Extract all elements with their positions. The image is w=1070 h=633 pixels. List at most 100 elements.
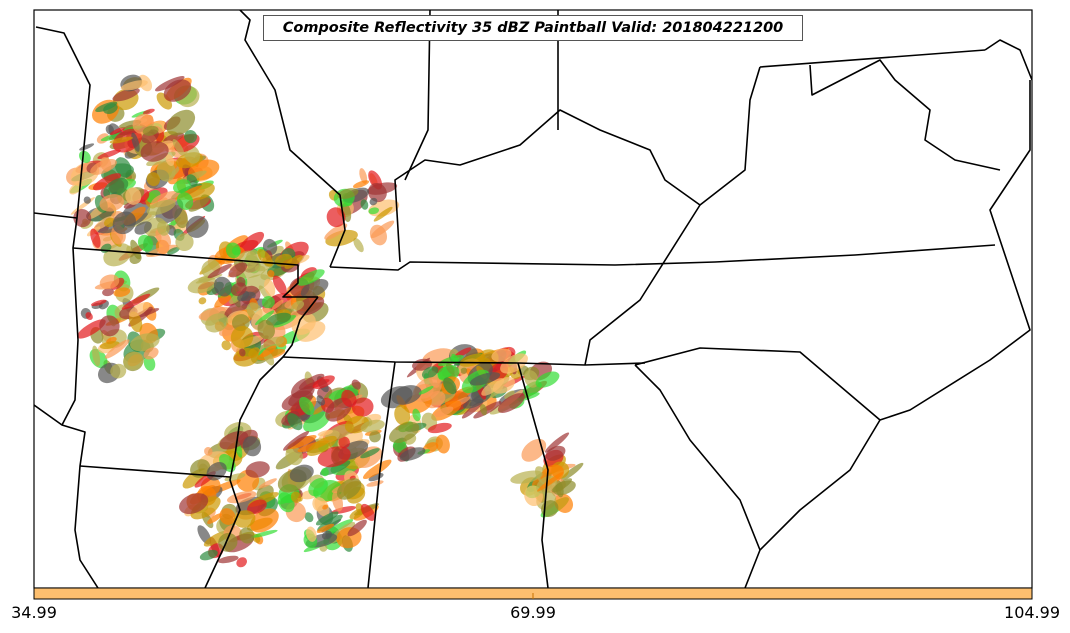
reflectivity-blob [271, 299, 284, 310]
reflectivity-blob [217, 555, 239, 564]
reflectivity-blob [156, 160, 176, 182]
reflectivity-blob [459, 353, 486, 367]
reflectivity-blob [287, 435, 317, 450]
reflectivity-blob [239, 527, 255, 544]
reflectivity-blob [204, 447, 213, 456]
reflectivity-blob [317, 429, 333, 437]
reflectivity-blob [112, 211, 136, 235]
reflectivity-blob [535, 371, 560, 388]
state-border-line [984, 39, 1032, 81]
reflectivity-blob [360, 199, 369, 210]
state-border-line [329, 244, 996, 271]
reflectivity-blob [394, 404, 411, 426]
reflectivity-blob [267, 269, 275, 278]
reflectivity-blob [427, 422, 452, 434]
reflectivity-blob [290, 300, 305, 312]
reflectivity-blob [97, 149, 121, 160]
reflectivity-blob [213, 276, 233, 297]
reflectivity-blob [205, 313, 229, 333]
reflectivity-blob [190, 496, 221, 520]
reflectivity-blob [284, 254, 303, 269]
reflectivity-blob [207, 513, 222, 524]
reflectivity-blob [92, 173, 122, 191]
reflectivity-blob [491, 348, 512, 362]
reflectivity-blob [262, 336, 285, 349]
reflectivity-blob [349, 508, 364, 520]
reflectivity-blob [166, 109, 196, 136]
reflectivity-blob [341, 389, 357, 408]
reflectivity-blob [99, 194, 125, 212]
reflectivity-blob [261, 296, 275, 309]
reflectivity-blob [321, 467, 329, 477]
reflectivity-blob [129, 252, 142, 265]
reflectivity-blob [545, 445, 566, 461]
state-border-line [34, 404, 99, 588]
reflectivity-blob [186, 215, 209, 238]
state-border-line [517, 362, 549, 588]
reflectivity-blob [173, 179, 191, 194]
colorbar-tick-label-max: 104.99 [1004, 603, 1060, 622]
reflectivity-blob [469, 372, 501, 386]
reflectivity-blob [239, 348, 246, 357]
reflectivity-blob [219, 508, 236, 525]
reflectivity-blob [391, 385, 422, 405]
reflectivity-blob [242, 436, 262, 457]
reflectivity-blob [179, 493, 209, 515]
reflectivity-blob [137, 234, 154, 252]
reflectivity-blob [143, 108, 155, 115]
reflectivity-blob [251, 529, 278, 538]
reflectivity-blob [353, 180, 370, 189]
reflectivity-blob [308, 478, 328, 497]
reflectivity-blob [316, 523, 335, 533]
reflectivity-blob [77, 319, 106, 339]
reflectivity-blob [143, 347, 159, 360]
reflectivity-blob [337, 188, 359, 199]
reflectivity-blob [79, 143, 95, 151]
reflectivity-blob [435, 434, 450, 454]
colorbar-tick-label-mid: 69.99 [510, 603, 556, 622]
reflectivity-blob [399, 447, 426, 461]
state-border-line [79, 465, 231, 478]
reflectivity-blob [258, 478, 277, 489]
state-border-line [35, 26, 91, 426]
reflectivity-blob [373, 206, 393, 222]
reflectivity-blob [114, 157, 132, 178]
reflectivity-blob [551, 478, 573, 493]
reflectivity-blob [368, 207, 380, 215]
reflectivity-blob [248, 347, 260, 359]
reflectivity-blob [167, 247, 180, 255]
reflectivity-blob [134, 221, 152, 235]
state-border-line [634, 364, 761, 551]
reflectivity-blob [257, 319, 275, 340]
reflectivity-blob [221, 340, 232, 351]
reflectivity-blob [351, 397, 374, 417]
state-border-line [394, 66, 761, 263]
reflectivity-blob [103, 103, 118, 115]
reflectivity-blob [140, 141, 169, 162]
reflectivity-blob [289, 464, 314, 483]
reflectivity-blob [131, 132, 140, 152]
reflectivity-blob [233, 510, 256, 528]
reflectivity-blob [497, 393, 525, 413]
state-border-line [72, 247, 318, 298]
reflectivity-blob [272, 275, 287, 295]
reflectivity-blob [90, 299, 107, 307]
reflectivity-blob [537, 472, 564, 492]
reflectivity-blob [92, 345, 101, 367]
reflectivity-blob [315, 511, 339, 526]
reflectivity-blob [347, 519, 367, 537]
map-title: Composite Reflectivity 35 dBZ Paintball … [263, 15, 803, 41]
reflectivity-blob [85, 312, 93, 321]
reflectivity-blob [188, 195, 210, 212]
reflectivity-blob [338, 436, 350, 449]
reflectivity-blob [175, 233, 194, 252]
reflectivity-blob [113, 287, 131, 297]
reflectivity-blob [130, 333, 160, 352]
reflectivity-blob [324, 223, 348, 240]
reflectivity-blob [143, 355, 156, 371]
reflectivity-blob [326, 207, 346, 228]
reflectivity-blob [421, 366, 439, 379]
reflectivity-blob [369, 197, 378, 206]
state-border-line [584, 204, 701, 366]
reflectivity-blob [328, 389, 346, 400]
